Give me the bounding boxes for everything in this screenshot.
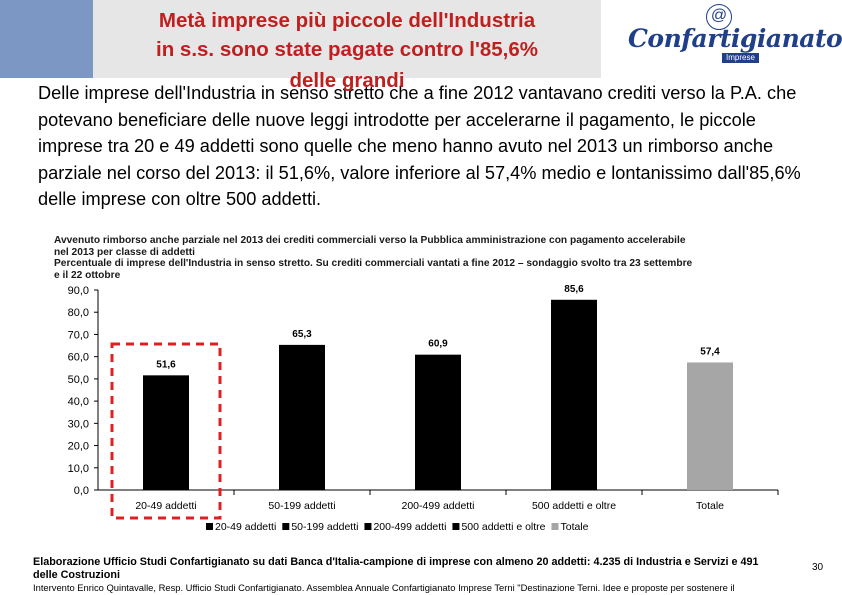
data-label: 65,3 [292,329,312,340]
data-label: 57,4 [700,346,720,357]
legend-entry: 50-199 addetti [291,521,358,533]
y-tick-label: 80,0 [68,307,89,319]
y-tick-label: 60,0 [68,352,89,364]
y-tick-label: 40,0 [68,396,89,408]
bar [687,362,733,490]
bar [551,299,597,490]
y-tick-label: 50,0 [68,374,89,386]
title-background [93,0,601,78]
x-tick-label: 500 addetti e oltre [532,500,616,512]
data-label: 85,6 [564,284,584,295]
legend-entry: Totale [561,521,589,533]
legend-swatch [206,523,213,530]
data-label: 51,6 [156,359,176,370]
at-sign-icon: @ [706,4,732,30]
legend-entry: 200-499 addetti [373,521,446,533]
bar [415,354,461,490]
data-label: 60,9 [428,339,448,350]
x-tick-label: Totale [696,500,724,512]
y-tick-label: 70,0 [68,329,89,341]
legend-swatch [364,523,372,530]
slide-title-overflow: delle grandi [289,69,405,92]
legend-swatch [282,523,290,530]
y-tick-label: 30,0 [68,418,89,430]
footer-text: Intervento Enrico Quintavalle, Resp. Uff… [33,582,735,593]
x-tick-label: 20-49 addetti [135,500,196,512]
bar [143,375,189,490]
x-tick-label: 50-199 addetti [268,500,335,512]
header-corner-block [0,0,93,78]
legend-entry: 500 addetti e oltre [461,521,545,533]
y-tick-label: 0,0 [74,485,89,497]
highlight-box [110,342,222,520]
legend-entry: 20-49 addetti [215,521,276,533]
y-tick-label: 20,0 [68,441,89,453]
logo-name: Confartigianato [628,24,842,53]
y-tick-label: 10,0 [68,463,89,475]
page-number: 30 [812,562,824,573]
x-tick-label: 200-499 addetti [402,500,475,512]
y-tick-label: 90,0 [68,285,89,297]
logo-subtitle: Imprese [722,53,759,63]
legend-swatch [452,523,460,530]
chart-caption: Avvenuto rimborso anche parziale nel 201… [54,235,693,281]
slide-title: Metà imprese più piccole dell'Industria … [156,9,538,61]
legend-swatch [551,523,559,530]
intro-paragraph: Delle imprese dell'Industria in senso st… [38,83,801,209]
source-footnote: Elaborazione Ufficio Studi Confartigiana… [33,556,759,581]
bar [279,344,325,490]
